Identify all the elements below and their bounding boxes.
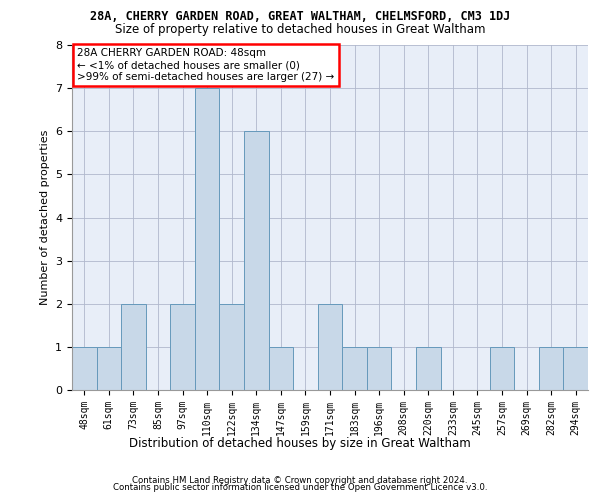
Text: 28A CHERRY GARDEN ROAD: 48sqm
← <1% of detached houses are smaller (0)
>99% of s: 28A CHERRY GARDEN ROAD: 48sqm ← <1% of d…: [77, 48, 334, 82]
Text: Contains public sector information licensed under the Open Government Licence v3: Contains public sector information licen…: [113, 484, 487, 492]
Bar: [416, 347, 440, 390]
Text: Distribution of detached houses by size in Great Waltham: Distribution of detached houses by size …: [129, 437, 471, 450]
Y-axis label: Number of detached properties: Number of detached properties: [40, 130, 50, 305]
Bar: [220, 304, 244, 390]
Text: Contains HM Land Registry data © Crown copyright and database right 2024.: Contains HM Land Registry data © Crown c…: [132, 476, 468, 485]
Bar: [72, 347, 97, 390]
Text: 28A, CHERRY GARDEN ROAD, GREAT WALTHAM, CHELMSFORD, CM3 1DJ: 28A, CHERRY GARDEN ROAD, GREAT WALTHAM, …: [90, 10, 510, 23]
Bar: [367, 347, 391, 390]
Bar: [97, 347, 121, 390]
Bar: [539, 347, 563, 390]
Bar: [195, 88, 220, 390]
Bar: [170, 304, 195, 390]
Bar: [342, 347, 367, 390]
Bar: [318, 304, 342, 390]
Bar: [563, 347, 588, 390]
Text: Size of property relative to detached houses in Great Waltham: Size of property relative to detached ho…: [115, 22, 485, 36]
Bar: [121, 304, 146, 390]
Bar: [244, 132, 269, 390]
Bar: [490, 347, 514, 390]
Bar: [269, 347, 293, 390]
